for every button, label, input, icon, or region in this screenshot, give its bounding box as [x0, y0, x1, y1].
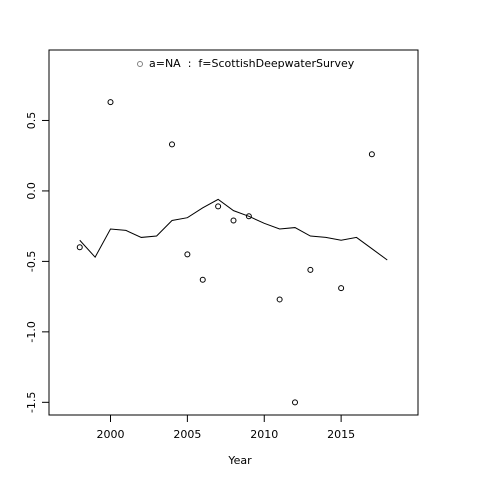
plot-box [48, 49, 419, 416]
legend-label: a=NA : f=ScottishDeepwaterSurvey [149, 57, 355, 70]
x-axis-label: Year [227, 454, 252, 467]
point [169, 141, 175, 148]
x-tick-label: 2015 [327, 428, 355, 441]
point [199, 276, 206, 283]
x-tick-label: 2005 [173, 428, 201, 441]
point [276, 296, 283, 303]
x-tick-label: 2010 [250, 428, 278, 441]
point [245, 213, 252, 220]
point [215, 203, 222, 210]
y-tick-label: -0.5 [25, 251, 38, 272]
x-tick-label: 2000 [97, 428, 125, 441]
point [230, 217, 237, 224]
point [292, 399, 298, 406]
point [184, 251, 191, 258]
point [107, 99, 114, 106]
y-tick-label: -1.5 [25, 392, 38, 413]
point [76, 244, 83, 251]
point [307, 266, 314, 273]
legend-marker [137, 61, 143, 67]
line [79, 198, 388, 261]
y-tick-label: 0.5 [25, 112, 38, 130]
point [338, 285, 345, 292]
y-tick-label: -1.0 [25, 321, 38, 342]
y-tick-label: 0.0 [25, 182, 38, 200]
point [368, 151, 375, 158]
